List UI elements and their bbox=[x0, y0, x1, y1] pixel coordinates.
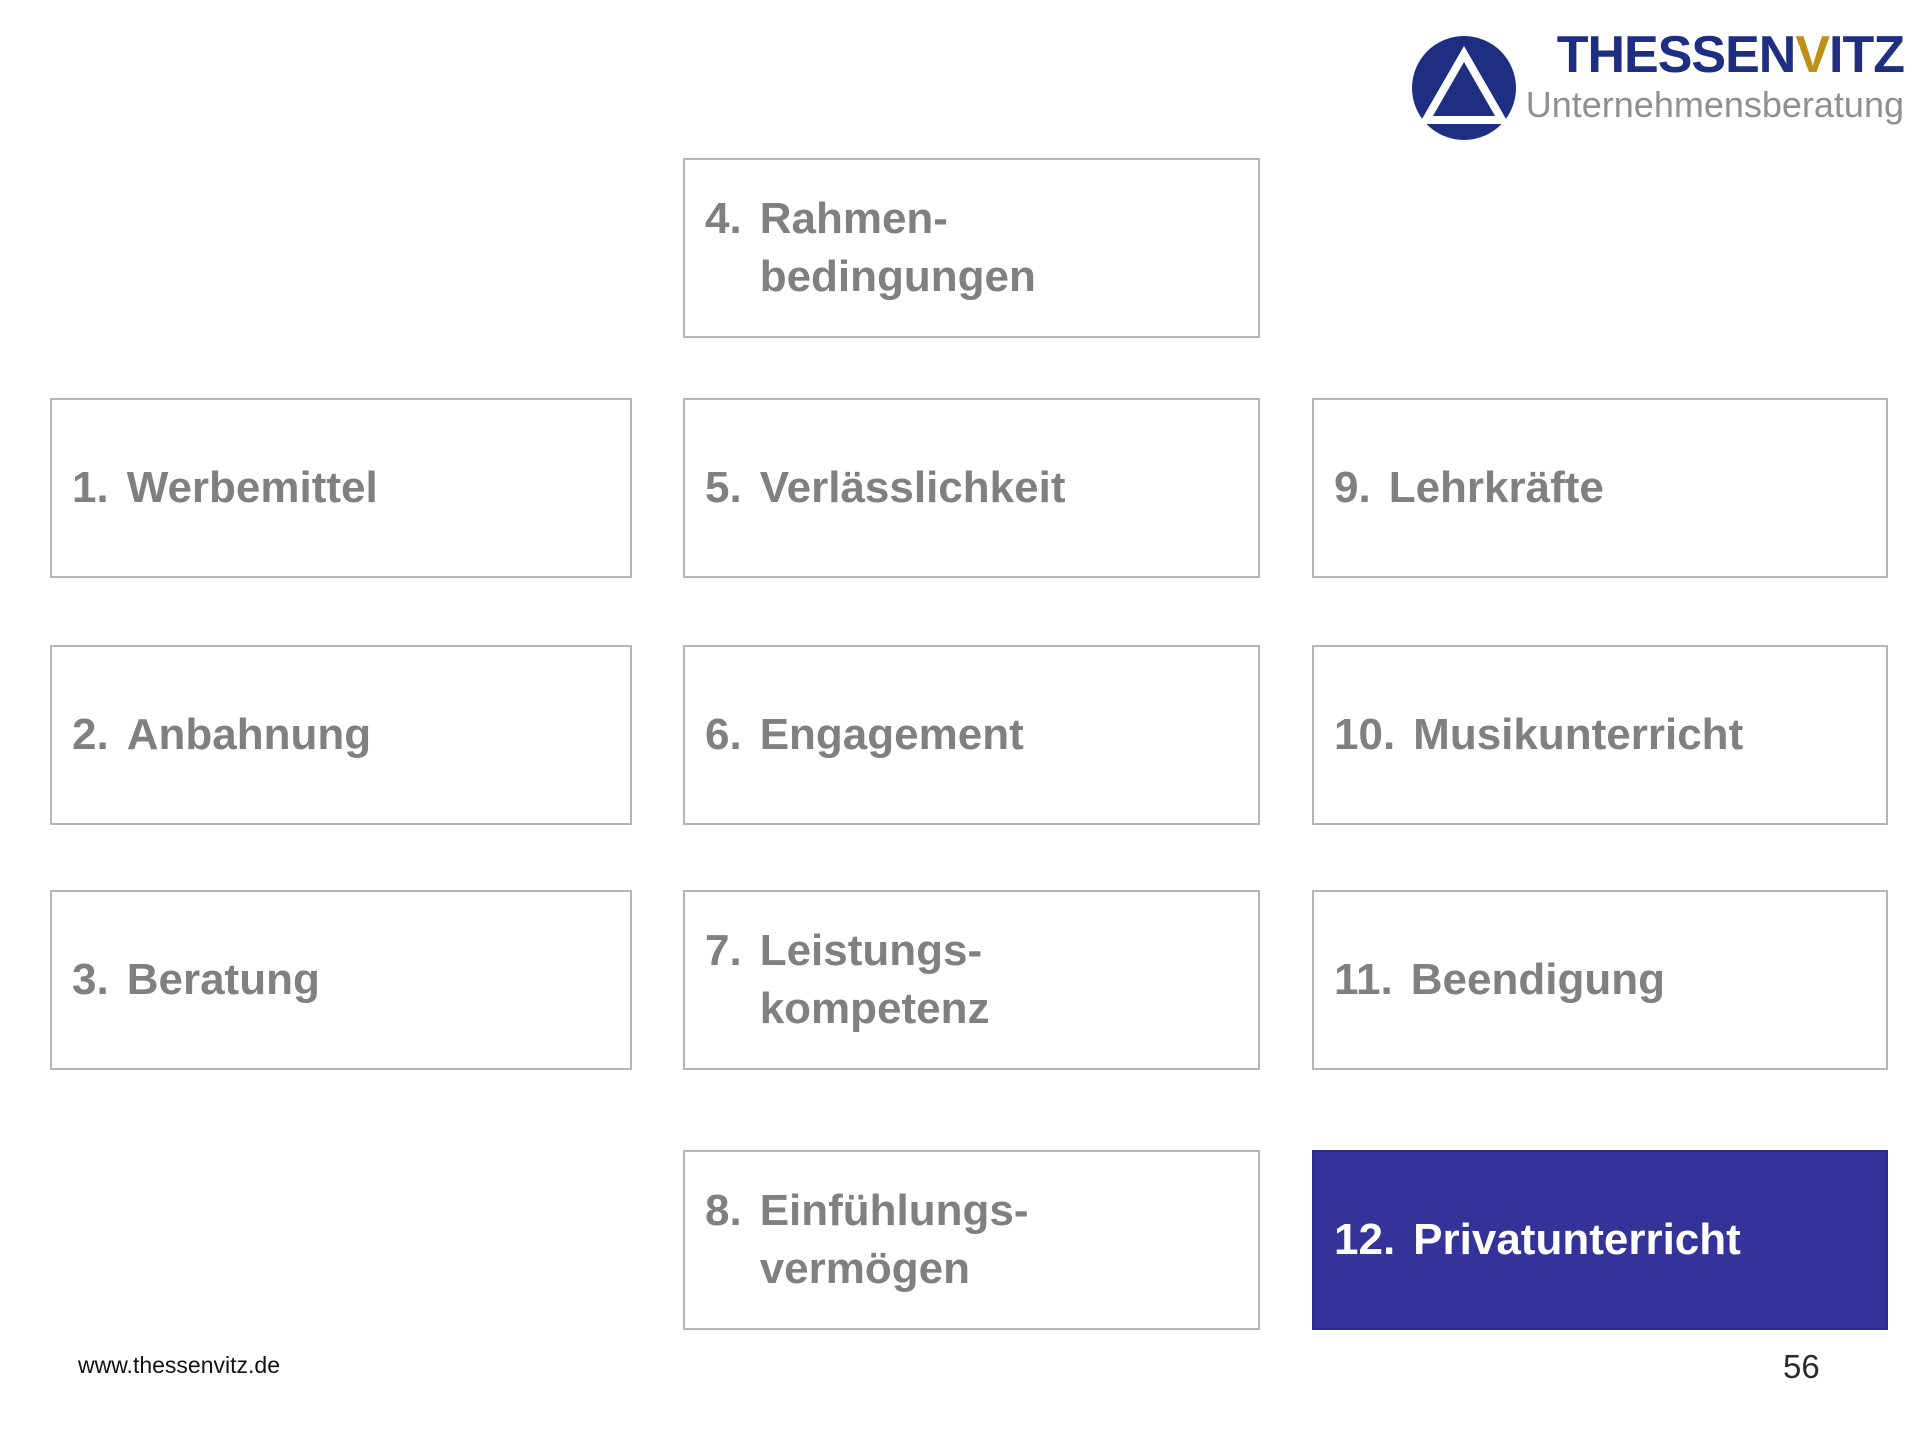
box-label: Einfühlungs- vermögen bbox=[759, 1185, 1029, 1293]
box-number: 8. bbox=[705, 1185, 742, 1235]
box-number: 5. bbox=[705, 462, 742, 512]
box-8-einfuehlungsvermoegen: 8. Einfühlungs- vermögen bbox=[683, 1150, 1260, 1330]
box-3-beratung: 3. Beratung bbox=[50, 890, 632, 1070]
box-number: 12. bbox=[1334, 1214, 1396, 1264]
box-label: Engagement bbox=[759, 709, 1024, 759]
logo-subtitle: Unternehmensberatung bbox=[1525, 83, 1904, 125]
box-number: 11. bbox=[1334, 954, 1393, 1004]
box-1-werbemittel: 1. Werbemittel bbox=[50, 398, 632, 578]
brand-part2: ITZ bbox=[1829, 26, 1905, 84]
footer-website-url: www.thessenvitz.de bbox=[78, 1352, 280, 1378]
box-4-rahmenbedingungen: 4. Rahmen- bedingungen bbox=[683, 158, 1260, 338]
box-label: Rahmen- bedingungen bbox=[759, 193, 1036, 301]
box-label: Leistungs- kompetenz bbox=[759, 925, 990, 1033]
box-label: Werbemittel bbox=[126, 462, 378, 512]
box-10-musikunterricht: 10. Musikunterricht bbox=[1312, 645, 1888, 825]
logo-text-block: THESSENVITZ Unternehmensberatung bbox=[1525, 26, 1905, 125]
box-number: 2. bbox=[72, 709, 109, 759]
box-9-lehrkraefte: 9. Lehrkräfte bbox=[1312, 398, 1888, 578]
box-number: 6. bbox=[705, 709, 742, 759]
triangle-in-circle-icon bbox=[1411, 36, 1516, 140]
box-number: 7. bbox=[705, 925, 742, 975]
box-11-beendigung: 11. Beendigung bbox=[1312, 890, 1888, 1070]
box-number: 3. bbox=[72, 954, 109, 1004]
page-number: 56 bbox=[1783, 1348, 1820, 1385]
brand-part1: THESSEN bbox=[1556, 26, 1797, 84]
box-label: Lehrkräfte bbox=[1388, 462, 1604, 512]
company-logo: THESSENVITZ Unternehmensberatung bbox=[1411, 26, 1905, 140]
box-6-engagement: 6. Engagement bbox=[683, 645, 1260, 825]
box-number: 9. bbox=[1334, 462, 1371, 512]
box-label: Beendigung bbox=[1410, 954, 1665, 1004]
box-5-verlaesslichkeit: 5. Verlässlichkeit bbox=[683, 398, 1260, 578]
box-number: 4. bbox=[705, 193, 742, 243]
brand-accent-letter: V bbox=[1795, 26, 1830, 84]
box-number: 10. bbox=[1334, 709, 1396, 759]
box-number: 1. bbox=[72, 462, 109, 512]
box-2-anbahnung: 2. Anbahnung bbox=[50, 645, 632, 825]
box-12-privatunterricht-highlighted: 12. Privatunterricht bbox=[1312, 1150, 1888, 1330]
box-label: Anbahnung bbox=[126, 709, 372, 759]
box-label: Verlässlichkeit bbox=[759, 462, 1066, 512]
box-label: Privatunterricht bbox=[1413, 1214, 1741, 1264]
brand-wordmark: THESSENVITZ bbox=[1556, 26, 1905, 84]
box-label: Musikunterricht bbox=[1413, 709, 1744, 759]
box-7-leistungskompetenz: 7. Leistungs- kompetenz bbox=[683, 890, 1260, 1070]
box-label: Beratung bbox=[126, 954, 320, 1004]
